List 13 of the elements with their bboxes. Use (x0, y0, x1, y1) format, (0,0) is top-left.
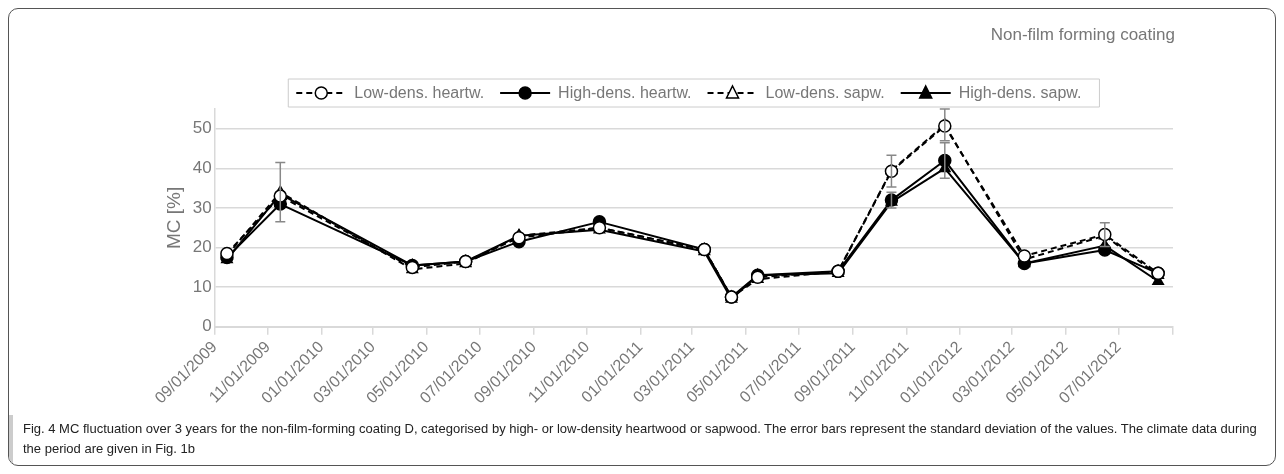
caption: Fig. 4 MC fluctuation over 3 years for the non-film-forming coating D, categorised by high- or low-density heartwood or sapwood. The error bars represent the standard deviation of the values. The climate data during the period are given in Fig. 1b (9, 415, 1273, 463)
y-tick-label: 0 (202, 316, 212, 336)
y-tick-label: 10 (192, 276, 212, 296)
y-tick-label: 20 (192, 237, 212, 257)
y-tick-label: 50 (192, 118, 212, 138)
legend-label: Low-dens. sapw. (765, 84, 885, 102)
y-tick-label: 40 (192, 158, 212, 178)
legend-label: Low-dens. heartw. (354, 84, 485, 102)
legend-label: High-dens. sapw. (958, 84, 1082, 102)
y-axis-title: MC [%] (162, 186, 184, 250)
y-tick-label: 30 (192, 197, 212, 217)
legend-label: High-dens. heartw. (558, 84, 692, 102)
chart-title: Non-film forming coating (990, 25, 1175, 45)
